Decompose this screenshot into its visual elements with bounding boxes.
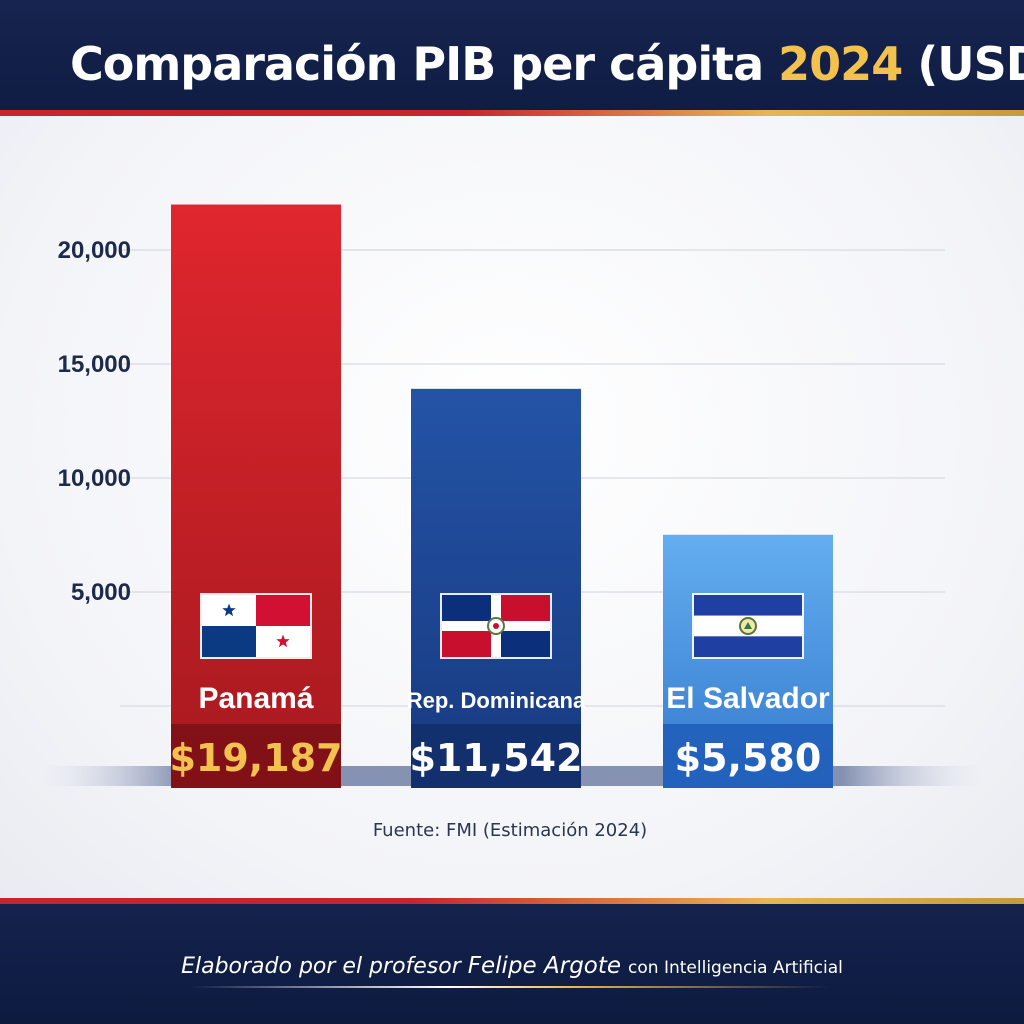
y-axis-ticks: 5,000 10,000 15,000 20,000	[58, 237, 131, 606]
credit-text: Elaborado por el profesor Felipe Argote …	[0, 953, 1024, 979]
bar-chart: 5,000 10,000 15,000 20,000 Panamá $19,187 Rep…	[40, 204, 984, 841]
y-tick-label: 20,000	[58, 237, 131, 264]
bars: Panamá $19,187 Rep. Dominicana $11,542 El Sa…	[169, 204, 833, 789]
panama-flag-icon	[200, 593, 312, 659]
value-band	[411, 724, 581, 788]
footer-accent-line	[0, 898, 1024, 904]
category-label: El Salvador	[666, 682, 830, 715]
title-unit: (USD)	[917, 37, 1024, 91]
header-accent-line	[0, 110, 1024, 116]
y-tick-label: 15,000	[58, 351, 131, 378]
chart-title: Comparación PIB per cápita 2024 (USD)	[70, 36, 1024, 92]
credit-underline	[190, 986, 830, 988]
bar	[411, 388, 581, 788]
title-main: Comparación PIB per cápita	[70, 37, 764, 91]
dominican-flag-icon	[440, 593, 552, 659]
value-label: $5,580	[675, 736, 822, 780]
bar-group: Rep. Dominicana $11,542	[407, 388, 586, 788]
category-label: Panamá	[198, 682, 313, 715]
credit-prefix: Elaborado por el profesor	[181, 954, 461, 979]
credit-name: Felipe Argote	[467, 953, 622, 979]
y-tick-label: 10,000	[58, 465, 131, 492]
value-band	[663, 724, 833, 788]
value-label: $11,542	[409, 736, 582, 780]
bar	[171, 204, 341, 789]
value-band	[171, 724, 341, 788]
credit-suffix: con Intelligencia Artificial	[628, 958, 843, 978]
y-tick-label: 5,000	[71, 579, 131, 606]
bar-group: El Salvador $5,580	[663, 534, 833, 788]
title-year: 2024	[778, 37, 903, 91]
value-label: $19,187	[169, 736, 342, 780]
category-label: Rep. Dominicana	[407, 688, 586, 713]
header-bar: Comparación PIB per cápita 2024 (USD)	[0, 0, 1024, 112]
el-salvador-flag-icon	[692, 593, 804, 659]
bar-group: Panamá $19,187	[169, 204, 343, 789]
footer-bar: Elaborado por el profesor Felipe Argote …	[0, 904, 1024, 1024]
source-note: Fuente: FMI (Estimación 2024)	[373, 820, 647, 841]
plot-area: 5,000 10,000 15,000 20,000 Panamá $19,187 Rep…	[0, 116, 1024, 900]
